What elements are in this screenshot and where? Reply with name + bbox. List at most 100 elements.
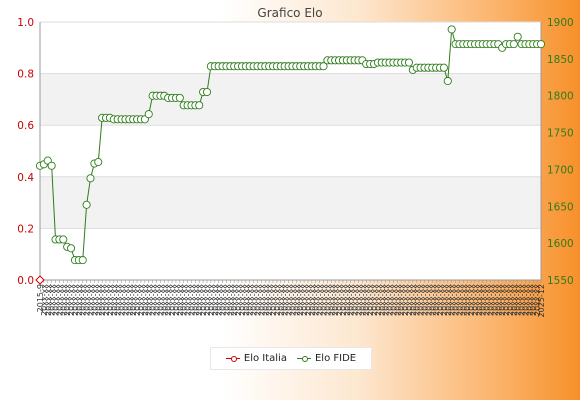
x-axis-tick-label: 20xx-xx xyxy=(401,284,410,316)
x-axis-tick-label: 20xx-xx xyxy=(300,284,309,316)
x-axis-tick-label: 20xx-xx xyxy=(471,284,480,316)
x-axis-tick-label: 20xx-xx xyxy=(55,284,64,316)
elo-fide-point xyxy=(86,174,95,183)
x-axis-tick-label: 20xx-xx xyxy=(374,284,383,316)
x-axis-tick-label: 20xx-xx xyxy=(405,284,414,316)
right-axis-tick-label: 1850 xyxy=(547,54,574,66)
x-axis-tick-label: 20xx-xx xyxy=(389,284,398,316)
x-axis-tick-label: 20xx-xx xyxy=(86,284,95,316)
x-axis-tick-label: 20xx-xx xyxy=(525,284,534,316)
elo-fide-point xyxy=(404,58,414,67)
left-axis-tick-label: 0.6 xyxy=(17,120,34,132)
x-axis-tick-label: 20xx-xx xyxy=(118,284,127,316)
x-axis-tick-label: 20xx-xx xyxy=(203,284,212,316)
right-axis-tick-label: 1900 xyxy=(547,17,574,29)
x-axis-tick-label: 20xx-xx xyxy=(494,284,503,316)
x-axis-tick-label: 20xx-xx xyxy=(490,284,499,316)
elo-fide-point xyxy=(509,40,518,49)
elo-fide-point xyxy=(447,25,456,34)
x-axis-tick-label: 20xx-xx xyxy=(440,284,449,316)
x-axis-tick-label: 2025-12 xyxy=(537,284,546,317)
x-axis-tick-label: 20xx-xx xyxy=(506,284,515,316)
x-axis-tick-label: 20xx-xx xyxy=(222,284,231,316)
chart-legend: Elo Italia Elo FIDE xyxy=(210,347,372,370)
x-axis-tick-label: 20xx-xx xyxy=(110,284,119,316)
x-axis-tick-label: 20xx-xx xyxy=(207,284,216,316)
x-axis-tick-label: 20xx-xx xyxy=(160,284,169,316)
x-axis-tick-label: 20xx-xx xyxy=(125,284,134,316)
left-axis-tick-label: 0.8 xyxy=(17,69,34,81)
x-axis-tick-label: 20xx-xx xyxy=(149,284,158,316)
elo-fide-point xyxy=(67,244,76,253)
x-axis-tick-label: 20xx-xx xyxy=(323,284,332,316)
x-axis-tick-label: 20xx-xx xyxy=(393,284,402,316)
legend-label-elo-fide: Elo FIDE xyxy=(314,353,357,364)
x-axis-tick-label: 20xx-xx xyxy=(339,284,348,316)
x-axis-tick-label: 20xx-xx xyxy=(316,284,325,316)
x-axis-tick-label: 20xx-xx xyxy=(129,284,138,316)
elo-italia-point xyxy=(35,275,45,285)
x-axis-tick-label: 20xx-xx xyxy=(67,284,76,316)
x-axis-tick-label: 20xx-xx xyxy=(137,284,146,316)
elo-fide-point xyxy=(319,62,328,71)
x-axis-tick-label: 20xx-xx xyxy=(518,284,527,316)
elo-fide-point xyxy=(47,161,56,170)
x-axis-tick-label: 20xx-xx xyxy=(351,284,360,316)
elo-fide-point xyxy=(78,256,87,265)
left-axis-tick-label: 1.0 xyxy=(17,17,34,29)
elo-fide-point xyxy=(195,101,204,110)
x-axis-tick-label: 20xx-xx xyxy=(234,284,243,316)
x-axis-tick-label: 20xx-xx xyxy=(296,284,305,316)
x-axis-tick-label: 20xx-xx xyxy=(48,284,57,316)
right-axis-tick-label: 1600 xyxy=(547,238,574,250)
x-axis-tick-label: 20xx-xx xyxy=(370,284,379,316)
x-axis-tick-label: 20xx-xx xyxy=(331,284,340,316)
elo-fide-point xyxy=(82,200,91,209)
x-axis-tick-label: 20xx-xx xyxy=(448,284,457,316)
x-axis-tick-label: 20xx-xx xyxy=(226,284,235,316)
x-axis-tick-label: 20xx-xx xyxy=(409,284,418,316)
x-axis-tick-label: 20xx-xx xyxy=(444,284,453,316)
x-axis-tick-label: 20xx-xx xyxy=(176,284,185,316)
x-axis-tick-label: 20xx-xx xyxy=(366,284,375,316)
x-axis-tick-label: 20xx-xx xyxy=(90,284,99,316)
x-axis-tick-label: 20xx-xx xyxy=(83,284,92,316)
left-axis-tick-label: 0.0 xyxy=(17,275,34,287)
x-axis-tick-label: 20xx-xx xyxy=(428,284,437,316)
x-axis-tick-label: 20xx-xx xyxy=(59,284,68,316)
x-axis-tick-label: 20xx-xx xyxy=(285,284,294,316)
elo-fide-point xyxy=(513,32,522,41)
elo-fide-point xyxy=(439,63,448,72)
x-axis-tick-label: 20xx-xx xyxy=(269,284,278,316)
elo-fide-point xyxy=(94,158,103,167)
right-axis-tick-label: 1550 xyxy=(547,275,574,287)
x-axis-tick-label: 20xx-xx xyxy=(378,284,387,316)
x-axis-tick-label: 20xx-xx xyxy=(467,284,476,316)
x-axis-tick-label: 20xx-xx xyxy=(487,284,496,316)
x-axis-tick-label: 20xx-xx xyxy=(265,284,274,316)
x-axis-tick-label: 20xx-xx xyxy=(153,284,162,316)
x-axis-tick-label: 2015-9 xyxy=(36,284,45,312)
x-axis-tick-label: 20xx-xx xyxy=(44,284,53,316)
x-axis-tick-label: 20xx-xx xyxy=(106,284,115,316)
x-axis-tick-label: 20xx-xx xyxy=(420,284,429,316)
x-axis-tick-label: 20xx-xx xyxy=(397,284,406,316)
x-axis-tick-label: 20xx-xx xyxy=(343,284,352,316)
x-axis-tick-label: 20xx-xx xyxy=(529,284,538,316)
x-axis-tick-label: 20xx-xx xyxy=(168,284,177,316)
x-axis-tick-label: 20xx-xx xyxy=(424,284,433,316)
x-axis-tick-label: 20xx-xx xyxy=(215,284,224,316)
x-axis-tick-label: 20xx-xx xyxy=(382,284,391,316)
x-axis-tick-label: 20xx-xx xyxy=(483,284,492,316)
legend-item-elo-italia[interactable]: Elo Italia xyxy=(225,353,287,364)
right-axis-tick-label: 1650 xyxy=(547,201,574,213)
x-axis-tick-label: 20xx-xx xyxy=(362,284,371,316)
x-axis-tick-label: 20xx-xx xyxy=(288,284,297,316)
x-axis-tick-label: 20xx-xx xyxy=(187,284,196,316)
legend-item-elo-fide[interactable]: Elo FIDE xyxy=(296,353,357,364)
left-axis-tick-label: 0.4 xyxy=(17,172,34,184)
plot-area xyxy=(40,22,541,280)
x-axis-tick-label: 20xx-xx xyxy=(238,284,247,316)
x-axis-tick-label: 20xx-xx xyxy=(63,284,72,316)
x-axis-tick-label: 20xx-xx xyxy=(312,284,321,316)
